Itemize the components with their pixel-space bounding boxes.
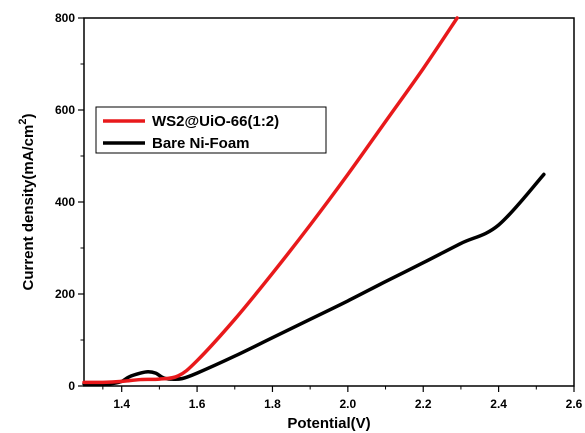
legend: WS2@UiO-66(1:2) Bare Ni-Foam: [95, 106, 327, 154]
x-tick-label: 2.4: [490, 397, 507, 411]
ticks-layer: 1.4 1.6 1.8 2.0 2.2 2.4 2.6 0 200 400 600 800: [55, 11, 583, 411]
x-tick-label: 2.0: [340, 397, 357, 411]
series-line-0: [82, 16, 459, 385]
y-tick-label: 600: [55, 103, 75, 117]
x-axis-title: Potential(V): [287, 415, 370, 432]
legend-label-bare-ni-foam: Bare Ni-Foam: [152, 135, 250, 152]
legend-label-ws2-uio66: WS2@UiO-66(1:2): [152, 113, 279, 130]
y-axis-title-superscript: 2: [17, 119, 29, 125]
y-tick-label: 200: [55, 287, 75, 301]
y-axis-title-suffix: ): [20, 114, 37, 119]
x-tick-label: 2.6: [566, 397, 583, 411]
y-tick-label: 0: [68, 379, 75, 393]
y-axis-title-main: Current density(mA/cm: [20, 125, 37, 291]
series-layer: [82, 16, 546, 386]
legend-box: [95, 106, 327, 154]
x-tick-label: 1.6: [189, 397, 206, 411]
series-line-1: [82, 172, 546, 386]
y-tick-label: 800: [55, 11, 75, 25]
x-tick-label: 2.2: [415, 397, 432, 411]
y-tick-label: 400: [55, 195, 75, 209]
y-axis-title: Current density(mA/cm2): [17, 114, 37, 291]
x-tick-label: 1.8: [264, 397, 281, 411]
x-tick-label: 1.4: [113, 397, 130, 411]
